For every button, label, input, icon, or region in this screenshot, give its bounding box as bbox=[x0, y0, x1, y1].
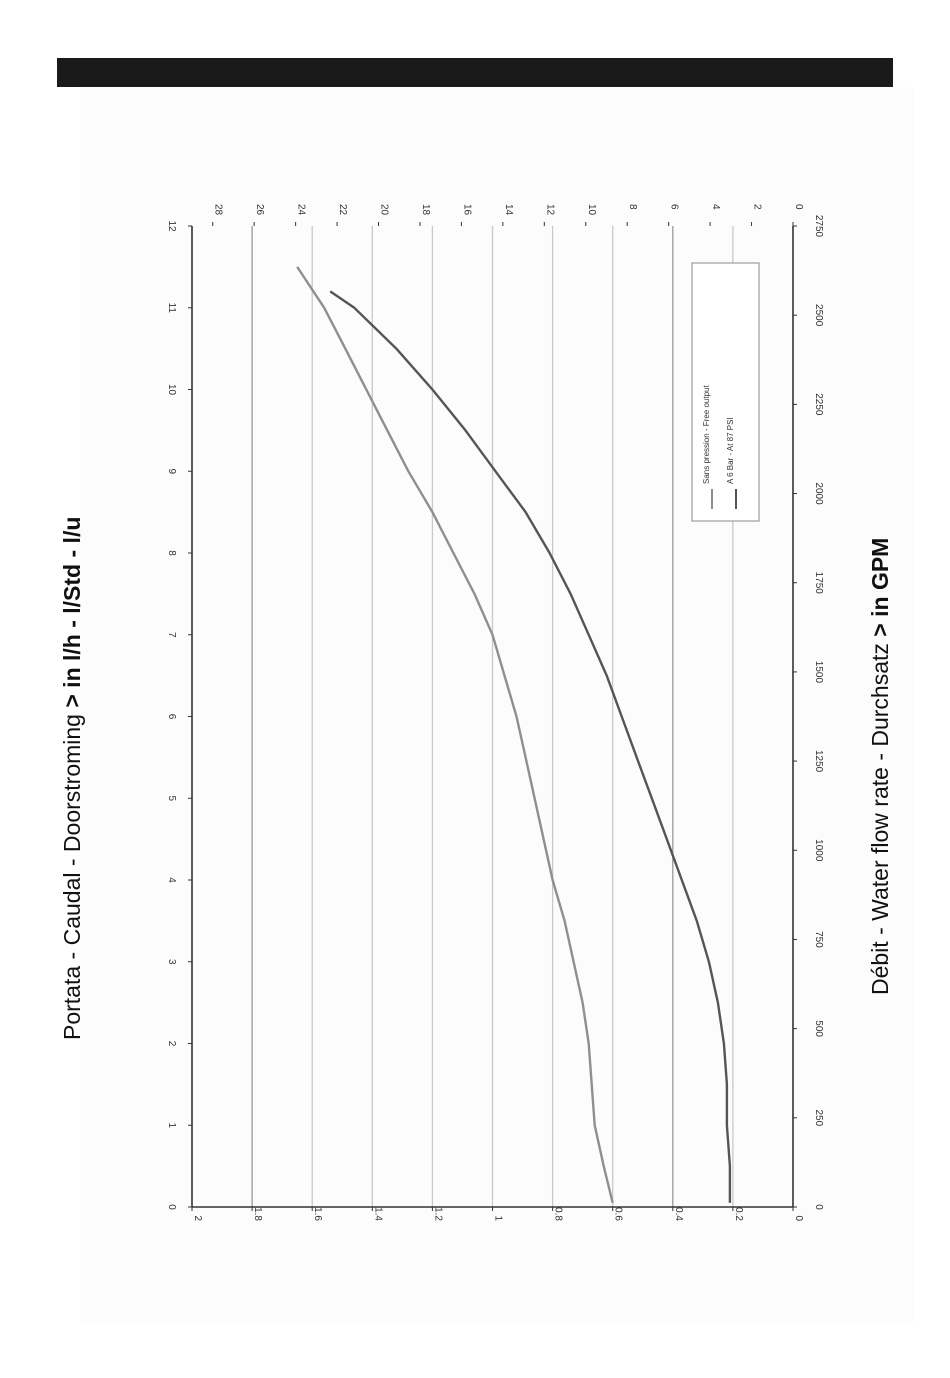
series-line-1 bbox=[329, 290, 732, 1203]
tick-label-psi: 0 bbox=[793, 204, 804, 210]
tick-label-bar: 0 bbox=[793, 1215, 804, 1221]
tick-label-bar: 2 bbox=[192, 1215, 203, 1221]
legend-label-1: A 6 Bar - At 87 PSI bbox=[726, 417, 735, 484]
tick-label-psi: 12 bbox=[544, 204, 555, 216]
tick-label-psi: 14 bbox=[503, 204, 514, 216]
tick-label-lh: 1500 bbox=[813, 661, 824, 684]
tick-label-gpm: 6 bbox=[166, 714, 177, 720]
tick-label-gpm: 0 bbox=[166, 1204, 177, 1210]
tick-label-lh: 1250 bbox=[813, 750, 824, 773]
tick-label-psi: 22 bbox=[337, 204, 348, 216]
tick-label-lh: 750 bbox=[813, 931, 824, 948]
tick-label-bar: 0.4 bbox=[673, 1207, 684, 1221]
tick-label-gpm: 1 bbox=[166, 1122, 177, 1128]
tick-label-lh: 2750 bbox=[813, 215, 824, 238]
tick-label-gpm: 9 bbox=[166, 468, 177, 474]
tick-label-psi: 4 bbox=[710, 204, 721, 210]
tick-label-lh: 2250 bbox=[813, 393, 824, 416]
tick-label-psi: 16 bbox=[461, 204, 472, 216]
legend-label-0: Sans pression - Free output bbox=[702, 385, 711, 484]
tick-label-gpm: 5 bbox=[166, 795, 177, 801]
top-axis-caption: Portata - Caudal - Doorstroming > in l/h… bbox=[59, 517, 85, 1040]
tick-label-bar: 1.4 bbox=[372, 1207, 383, 1221]
tick-label-lh: 1750 bbox=[813, 572, 824, 595]
tick-label-lh: 2000 bbox=[813, 482, 824, 505]
tick-label-gpm: 2 bbox=[166, 1041, 177, 1047]
legend-box bbox=[691, 262, 760, 522]
tick-label-bar: 1.6 bbox=[312, 1207, 323, 1221]
series-line-0 bbox=[296, 266, 614, 1204]
header-bar bbox=[57, 58, 893, 87]
tick-label-gpm: 12 bbox=[166, 220, 177, 232]
tick-label-bar: 1.8 bbox=[252, 1207, 263, 1221]
tick-label-gpm: 4 bbox=[166, 877, 177, 883]
tick-label-psi: 20 bbox=[379, 204, 390, 216]
grid-layer bbox=[251, 226, 734, 1207]
tick-label-bar: 1 bbox=[493, 1215, 504, 1221]
tick-label-lh: 2500 bbox=[813, 304, 824, 327]
series-layer bbox=[296, 266, 732, 1204]
tick-label-lh: 1000 bbox=[813, 839, 824, 862]
tick-label-gpm: 8 bbox=[166, 550, 177, 556]
bottom-axis-caption: Débit - Water flow rate - Durchsatz > in… bbox=[867, 538, 893, 995]
tick-label-psi: 8 bbox=[627, 204, 638, 210]
tick-label-psi: 6 bbox=[669, 204, 680, 210]
tick-label-bar: 0.8 bbox=[553, 1207, 564, 1221]
tick-labels: 0123456789101112025050075010001250150017… bbox=[166, 204, 824, 1221]
tick-label-psi: 28 bbox=[213, 204, 224, 216]
legend: Sans pression - Free output A 6 Bar - At … bbox=[691, 262, 760, 522]
tick-label-lh: 250 bbox=[813, 1109, 824, 1126]
tick-label-lh: 0 bbox=[813, 1204, 824, 1210]
tick-label-psi: 18 bbox=[420, 204, 431, 216]
tick-label-lh: 500 bbox=[813, 1020, 824, 1037]
tick-label-psi: 10 bbox=[586, 204, 597, 216]
tick-label-gpm: 3 bbox=[166, 959, 177, 965]
tick-label-psi: 24 bbox=[296, 204, 307, 216]
tick-label-gpm: 7 bbox=[166, 632, 177, 638]
tick-label-psi: 26 bbox=[254, 204, 265, 216]
tick-label-psi: 2 bbox=[752, 204, 763, 210]
tick-label-gpm: 11 bbox=[166, 303, 177, 314]
chart-panel bbox=[80, 87, 914, 1323]
tick-label-gpm: 10 bbox=[166, 384, 177, 396]
tick-label-bar: 0.2 bbox=[733, 1207, 744, 1221]
tick-label-bar: 0.6 bbox=[613, 1207, 624, 1221]
tick-label-bar: 1.2 bbox=[432, 1207, 443, 1221]
